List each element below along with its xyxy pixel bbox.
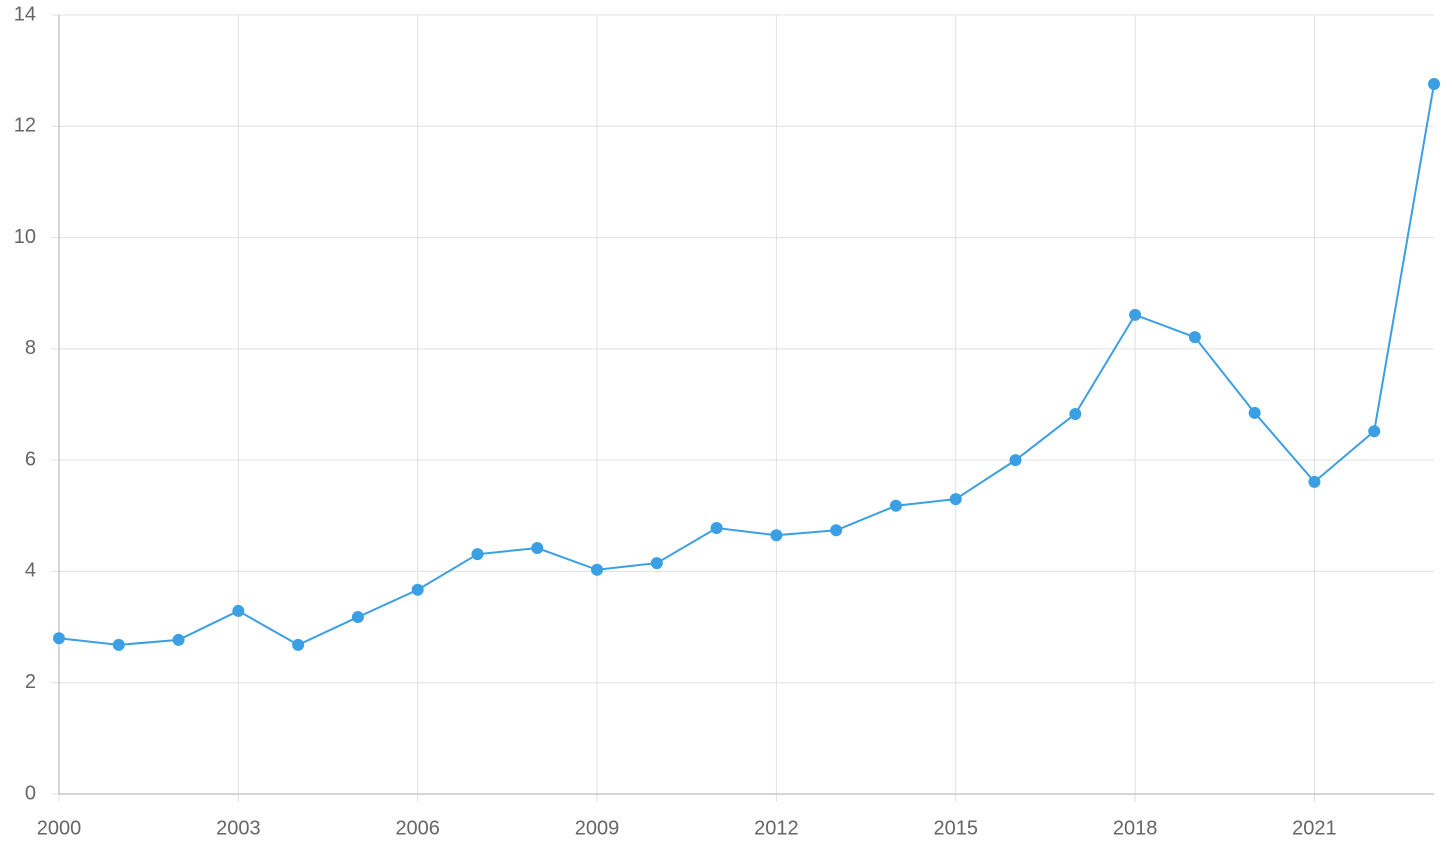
x-tick-label: 2000 [37, 817, 82, 839]
y-tick-label: 4 [25, 560, 36, 582]
data-point [1248, 406, 1261, 419]
data-point [411, 583, 424, 596]
x-tick-label: 2021 [1292, 817, 1337, 839]
data-point [53, 632, 65, 645]
data-point [1009, 454, 1022, 467]
x-tick-label: 2012 [754, 817, 799, 839]
data-point [1129, 308, 1142, 321]
data-point [830, 524, 843, 537]
data-point [650, 557, 663, 570]
data-point [1368, 425, 1381, 438]
data-point [949, 493, 962, 506]
x-tick-label: 2006 [395, 817, 440, 839]
x-tick-label: 2003 [216, 817, 261, 839]
data-point [531, 542, 544, 555]
y-tick-label: 2 [25, 671, 36, 693]
data-point [710, 522, 723, 535]
data-point [351, 611, 364, 624]
data-point [591, 563, 604, 576]
data-point [1308, 475, 1321, 488]
data-point [232, 604, 245, 617]
x-tick-label: 2015 [933, 817, 978, 839]
y-tick-label: 12 [14, 115, 36, 137]
data-point [172, 633, 185, 646]
y-tick-label: 14 [14, 3, 36, 25]
x-tick-label: 2009 [575, 817, 620, 839]
data-point [112, 638, 125, 651]
data-point [292, 638, 305, 651]
data-line [58, 83, 1435, 647]
data-point [1428, 77, 1440, 90]
y-tick-label: 10 [14, 226, 36, 248]
y-tick-label: 0 [25, 782, 36, 804]
y-tick-label: 8 [25, 337, 36, 359]
data-point [1069, 407, 1082, 420]
x-tick-label: 2018 [1113, 817, 1158, 839]
data-point [1188, 331, 1201, 344]
data-point [889, 499, 902, 512]
data-point [770, 529, 783, 542]
y-tick-label: 6 [25, 448, 36, 470]
data-point [471, 548, 484, 561]
